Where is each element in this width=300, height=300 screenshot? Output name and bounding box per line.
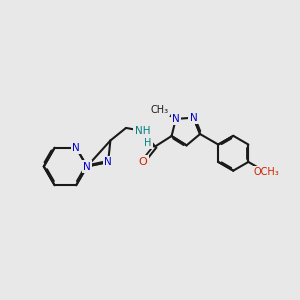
Text: N: N <box>190 113 197 123</box>
Text: H: H <box>144 138 152 148</box>
Text: NH: NH <box>135 126 150 136</box>
Text: N: N <box>83 161 91 172</box>
Text: N: N <box>104 157 112 167</box>
Text: OCH₃: OCH₃ <box>254 167 279 177</box>
Text: O: O <box>139 157 148 166</box>
Text: N: N <box>172 114 180 124</box>
Text: CH₃: CH₃ <box>151 105 169 115</box>
Text: N: N <box>72 143 80 153</box>
